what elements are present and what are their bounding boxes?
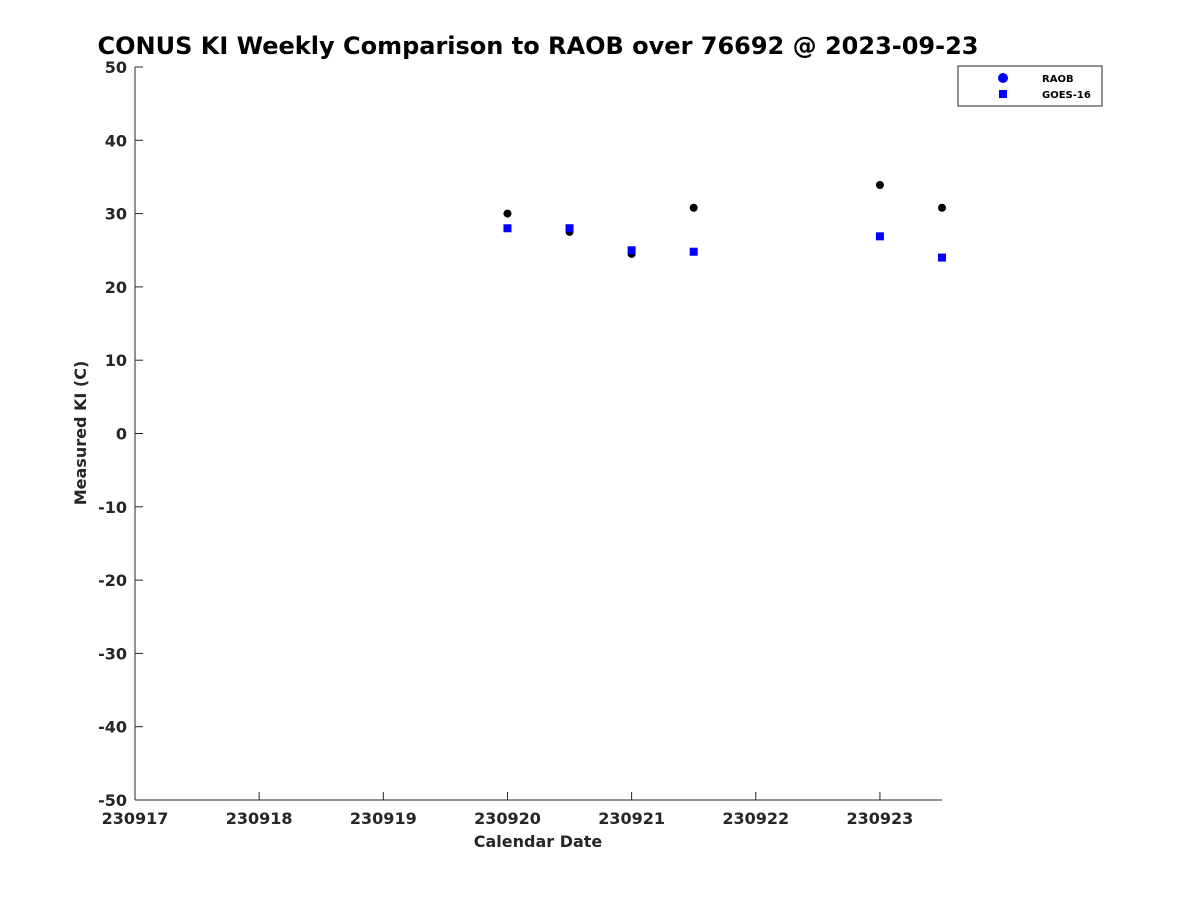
- goes-16-point: [627, 246, 636, 255]
- goes-16-point: [689, 247, 698, 256]
- x-tick-label: 230918: [226, 809, 293, 828]
- y-tick-label: 50: [105, 58, 127, 77]
- x-tick-label: 230922: [722, 809, 789, 828]
- y-tick-label: 20: [105, 278, 127, 297]
- x-tick-label: 230919: [350, 809, 417, 828]
- raob-point: [503, 209, 512, 218]
- raob-point: [689, 203, 698, 212]
- x-tick-label: 230920: [474, 809, 541, 828]
- y-tick-label: -20: [98, 571, 127, 590]
- raob-point: [875, 181, 884, 190]
- legend-marker-raob: [998, 73, 1008, 83]
- y-tick-label: 0: [116, 425, 127, 444]
- legend-marker-goes-16: [999, 90, 1007, 98]
- y-tick-label: -30: [98, 644, 127, 663]
- y-tick-label: -50: [98, 791, 127, 810]
- goes-16-point: [565, 224, 574, 233]
- raob-point: [938, 203, 946, 212]
- goes-16-point: [503, 224, 512, 233]
- x-tick-label: 230917: [102, 809, 169, 828]
- legend: RAOB GOES-16: [957, 65, 1103, 107]
- y-axis-label: Measured KI (C): [71, 361, 90, 506]
- goes-16-point: [875, 232, 884, 241]
- data-points: [503, 181, 946, 262]
- plot-axes: -50 -40 -30 -20 -10 0 10 20 30 40 50 230917 230918 23…: [98, 58, 942, 828]
- x-tick-label: 230923: [847, 809, 914, 828]
- x-tick-label: 230921: [598, 809, 665, 828]
- legend-label-raob: RAOB: [1042, 74, 1074, 85]
- y-tick-label: 10: [105, 351, 127, 370]
- legend-label-goes-16: GOES-16: [1042, 90, 1091, 101]
- x-axis-label: Calendar Date: [474, 832, 603, 851]
- legend-box: [957, 65, 1103, 107]
- y-tick-label: 40: [105, 131, 127, 150]
- goes-16-point: [938, 253, 946, 262]
- y-tick-label: 30: [105, 205, 127, 224]
- chart-title: CONUS KI Weekly Comparison to RAOB over …: [98, 32, 979, 60]
- y-tick-label: -40: [98, 718, 127, 737]
- y-tick-label: -10: [98, 498, 127, 517]
